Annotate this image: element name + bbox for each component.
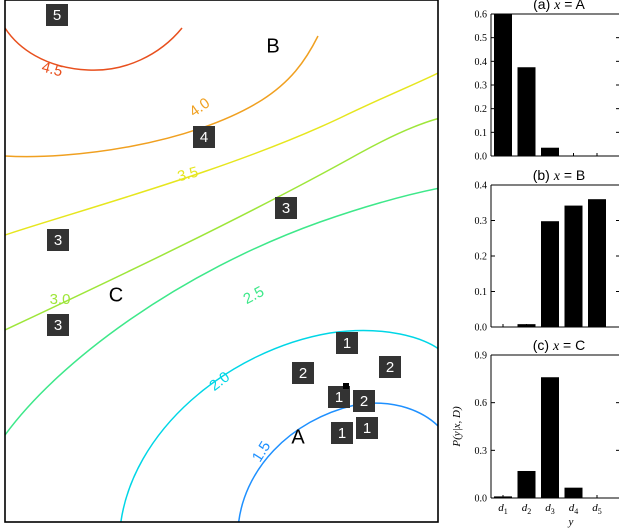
x-tick-label: d5 <box>592 502 602 516</box>
contour-line-2-0 <box>120 329 438 522</box>
svg-text:2: 2 <box>386 359 394 376</box>
observation-marker: 2 <box>353 390 375 412</box>
observation-dot <box>343 383 349 389</box>
y-tick-label: 0.6 <box>475 10 488 21</box>
svg-text:1: 1 <box>335 389 343 406</box>
bar-d3 <box>541 221 559 327</box>
svg-text:2: 2 <box>360 393 368 410</box>
contour-lines <box>5 27 438 522</box>
bar-d4 <box>564 487 583 498</box>
bar-d2 <box>517 470 536 498</box>
contour-line-3-0 <box>5 117 438 331</box>
contour-line-3-5 <box>5 72 438 236</box>
y-tick-label: 0.5 <box>475 33 488 44</box>
contour-line-2-5 <box>5 187 438 436</box>
contour-line-4-5 <box>5 27 183 71</box>
y-tick-label: 0.0 <box>475 152 488 163</box>
bar-d4 <box>564 205 583 327</box>
query-point-label: C <box>109 284 123 306</box>
bar-d5 <box>588 199 606 327</box>
svg-text:3: 3 <box>282 200 290 217</box>
bar-panel-2: (b) x = B 0.0 0.1 0.2 0.3 0.4 <box>475 167 619 334</box>
bar-panel-title: (c) x = C <box>533 337 586 354</box>
y-tick-label: 0.2 <box>475 252 488 263</box>
bar-panels: (a) x = A 0.0 0.1 0.2 0.3 0.4 0.5 0.6 (b) x = B 0… <box>451 0 619 528</box>
observation-marker: 2 <box>379 356 401 378</box>
y-tick-label: 0.3 <box>475 216 488 227</box>
observation-marker: 1 <box>356 417 378 439</box>
x-axis-label: y <box>568 516 574 528</box>
y-tick-label: 0.0 <box>475 323 488 334</box>
bar-d3 <box>541 147 559 156</box>
contour-label: 3.5 <box>176 164 201 186</box>
observation-marker: 3 <box>275 197 297 219</box>
observation-marker: 3 <box>47 314 69 336</box>
y-tick-label: 0.3 <box>475 81 488 92</box>
x-tick-label: d2 <box>522 502 532 516</box>
bar-panel-3: (c) x = C 0.0 0.3 0.6 0.9 d1 d2 d3 d4 d5 y P(y|x, D… <box>451 337 619 528</box>
bar-d1 <box>494 14 512 156</box>
svg-text:1: 1 <box>343 335 351 352</box>
observation-marker: 2 <box>292 362 314 384</box>
y-tick-label: 0.6 <box>475 398 488 409</box>
svg-text:3: 3 <box>54 232 62 249</box>
query-point-label: B <box>266 35 279 57</box>
svg-text:3: 3 <box>54 317 62 334</box>
svg-text:4: 4 <box>200 129 208 146</box>
svg-text:1: 1 <box>363 420 371 437</box>
y-tick-label: 0.4 <box>475 57 488 68</box>
query-points: A B C <box>109 35 306 448</box>
bar-d3 <box>541 377 559 498</box>
contour-line-4-0 <box>5 35 319 158</box>
y-axis-label: P(y|x, D) <box>451 406 463 448</box>
contour-frame <box>4 0 439 523</box>
y-tick-label: 0.3 <box>475 446 488 457</box>
observation-marker: 1 <box>328 386 350 408</box>
y-tick-label: 0.9 <box>475 351 488 362</box>
observation-marker: 3 <box>47 229 69 251</box>
svg-text:1: 1 <box>338 425 346 442</box>
x-tick-label: d1 <box>498 502 508 516</box>
y-tick-label: 0.4 <box>475 181 488 192</box>
y-tick-label: 0.0 <box>475 494 488 505</box>
observation-marker: 4 <box>193 126 215 148</box>
svg-text:2: 2 <box>299 365 307 382</box>
svg-text:5: 5 <box>53 7 61 24</box>
y-tick-label: 0.1 <box>475 128 488 139</box>
x-tick-label: d3 <box>545 502 555 516</box>
query-point-label: A <box>291 426 305 448</box>
observation-marker: 1 <box>336 332 358 354</box>
bar-d2 <box>517 67 536 156</box>
observation-marker: 5 <box>46 4 68 26</box>
contour-line-1-5 <box>238 402 438 522</box>
y-tick-label: 0.1 <box>475 287 488 298</box>
bar-panel-title: (a) x = A <box>533 0 585 13</box>
contour-label: 3.0 <box>50 291 71 308</box>
bar-panel-title: (b) x = B <box>533 167 586 184</box>
bar-panel-1: (a) x = A 0.0 0.1 0.2 0.3 0.4 0.5 0.6 <box>475 0 619 163</box>
x-tick-label: d4 <box>569 502 579 516</box>
observation-marker: 1 <box>331 422 353 444</box>
contour-label: 4.5 <box>40 59 65 81</box>
y-tick-label: 0.2 <box>475 104 488 115</box>
